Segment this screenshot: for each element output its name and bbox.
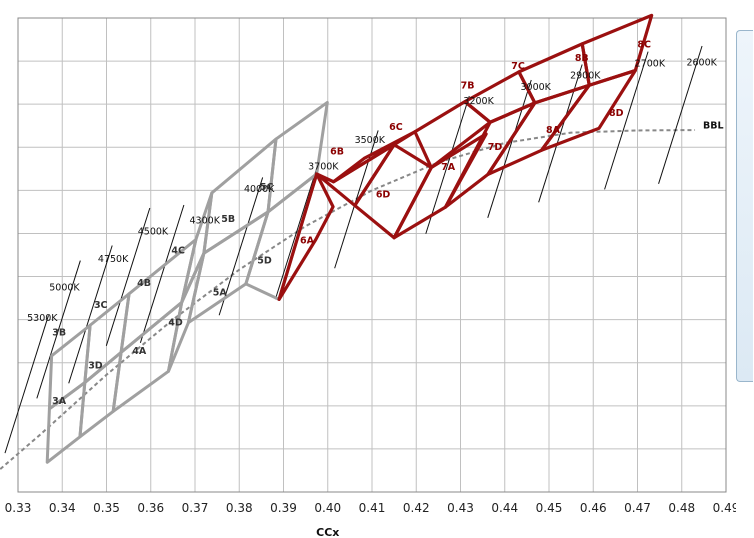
- grid: [17, 17, 727, 493]
- bin-label: 4A: [132, 346, 147, 357]
- bin-5B: [202, 137, 278, 255]
- bin-label: 3B: [52, 328, 66, 339]
- plot-frame: [17, 17, 727, 493]
- bbl-label: BBL: [703, 120, 724, 131]
- cct-label: 3500K: [355, 135, 386, 146]
- bin-6A: [277, 172, 335, 301]
- cct-label: 2700K: [635, 59, 666, 70]
- x-tick-label: 0.34: [49, 501, 76, 515]
- x-tick-label: 0.45: [536, 501, 563, 515]
- bin-label: 4C: [171, 245, 185, 256]
- cct-label: 4500K: [138, 226, 169, 237]
- cct-label: 4750K: [98, 254, 129, 265]
- bin-label: 5D: [257, 256, 272, 267]
- x-tick-label: 0.46: [580, 501, 607, 515]
- bin-label: 7D: [488, 142, 503, 153]
- cct-label: 2600K: [686, 57, 717, 68]
- cct-label: 5300K: [27, 313, 58, 324]
- cct-isotherm-line: [68, 245, 113, 384]
- cct-isotherm-line: [425, 95, 470, 234]
- x-tick-label: 0.35: [93, 501, 120, 515]
- bins: [45, 13, 654, 464]
- x-tick-label: 0.33: [5, 501, 32, 515]
- bin-label: 8D: [609, 108, 624, 119]
- x-tick-label: 0.41: [359, 501, 386, 515]
- cct-isotherm-line: [36, 260, 81, 399]
- bin-5C: [266, 100, 329, 214]
- cct-isotherm-line: [658, 45, 703, 184]
- scroll-panel[interactable]: [736, 30, 753, 382]
- x-tick-label: 0.49: [713, 501, 740, 515]
- bin-label: 7B: [461, 81, 475, 92]
- bin-label: 5C: [260, 182, 274, 193]
- bin-label: 7C: [511, 61, 525, 72]
- bin-label: 8B: [575, 53, 589, 64]
- cct-isotherm-line: [139, 204, 185, 343]
- bin-label: 4B: [137, 278, 151, 289]
- bin-label: 4D: [168, 318, 183, 329]
- bin-label: 6A: [300, 235, 315, 246]
- cct-lines: [4, 45, 703, 454]
- cct-label: 4000K: [244, 184, 275, 195]
- bbl-line: [0, 129, 696, 471]
- bin-7D: [443, 101, 537, 209]
- x-axis-title: CCx: [316, 526, 339, 538]
- bin-label: 3C: [94, 300, 108, 311]
- cct-label: 3200K: [463, 96, 494, 107]
- bin-label: 5B: [221, 214, 235, 225]
- bin-label: 7A: [441, 162, 456, 173]
- bin-label: 3D: [88, 360, 103, 371]
- x-tick-label: 0.37: [182, 501, 209, 515]
- x-tick-label: 0.40: [314, 501, 341, 515]
- bin-label: 6D: [376, 190, 391, 201]
- cct-isotherm-line: [487, 79, 532, 218]
- x-tick-label: 0.48: [668, 501, 695, 515]
- x-tick-label: 0.47: [624, 501, 651, 515]
- x-tick-label: 0.43: [447, 501, 474, 515]
- cct-isotherm-line: [105, 207, 151, 346]
- cct-isotherm-line: [274, 161, 320, 300]
- cct-isotherm-line: [538, 64, 583, 203]
- bin-label: 8A: [546, 125, 561, 136]
- x-tick-label: 0.42: [403, 501, 430, 515]
- cct-isotherm-line: [4, 315, 49, 454]
- bin-label: 8C: [637, 39, 651, 50]
- cct-label: 4300K: [190, 216, 221, 227]
- bin-label: 6C: [389, 122, 403, 133]
- bin-8D: [539, 68, 637, 152]
- x-tick-label: 0.38: [226, 501, 253, 515]
- x-tick-label: 0.39: [270, 501, 297, 515]
- side-panel: [736, 0, 754, 538]
- bin-label: 6B: [330, 147, 344, 158]
- bin-label: 3A: [52, 396, 67, 407]
- cct-isotherm-line: [218, 177, 264, 316]
- cct-label: 3000K: [521, 82, 552, 93]
- x-tick-label: 0.44: [491, 501, 518, 515]
- cct-label: 5000K: [49, 282, 80, 293]
- labels: BBL 5300K 5000K 4750K 4500K 4300K 4000K 3700K 35…: [27, 39, 723, 407]
- bin-label: 5A: [213, 288, 228, 299]
- cct-isotherm-line: [604, 51, 649, 190]
- bbl-curve: [0, 129, 696, 471]
- bin-8A: [486, 83, 591, 177]
- x-axis: 0.33 0.34 0.35 0.36 0.37 0.38 0.39 0.40 0.41 0.42…: [5, 501, 740, 538]
- x-tick-label: 0.36: [137, 501, 164, 515]
- cct-label: 2900K: [570, 70, 601, 81]
- cct-label: 3700K: [308, 162, 339, 173]
